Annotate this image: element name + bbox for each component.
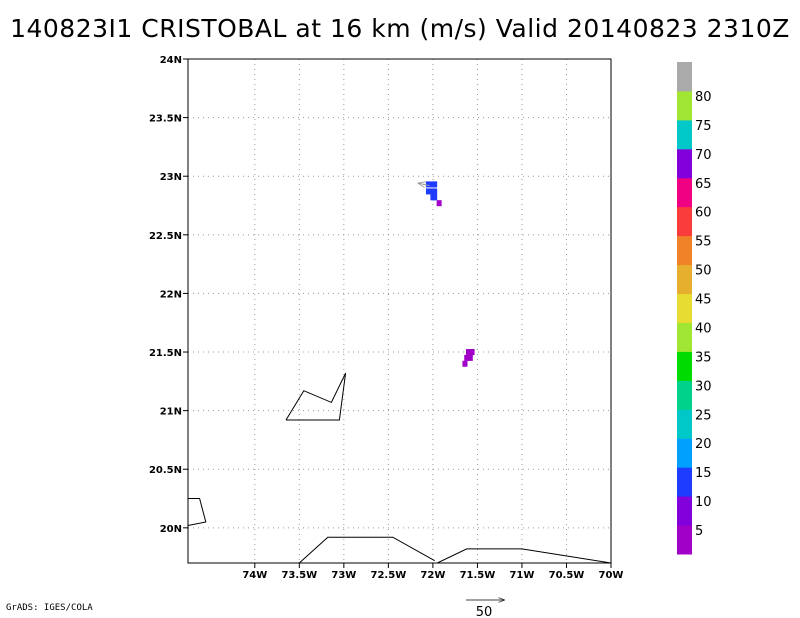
x-tick-label: 71W xyxy=(509,570,534,581)
colorbar-label: 35 xyxy=(695,350,712,365)
y-tick-label: 20.5N xyxy=(149,465,182,476)
colorbar-segment xyxy=(677,467,692,497)
x-tick-label: 70W xyxy=(599,570,624,581)
wind-cell xyxy=(425,181,431,188)
coastline xyxy=(188,498,207,526)
colorbar-segment xyxy=(677,438,692,468)
colorbar-segment xyxy=(677,409,692,439)
y-tick-label: 24N xyxy=(160,55,182,66)
x-tick-label: 72.5W xyxy=(371,570,407,581)
wind-speed-cells xyxy=(425,181,475,367)
wind-cell xyxy=(432,181,438,188)
colorbar-segment xyxy=(677,235,692,266)
colorbar-label: 55 xyxy=(695,235,712,250)
colorbar-label: 10 xyxy=(695,495,712,510)
y-tick-label: 21.5N xyxy=(149,348,182,359)
coastline xyxy=(437,548,611,563)
x-tick-label: 71.5W xyxy=(460,570,496,581)
colorbar: 5 10 15 20 25 30 35 40 45 50 55 60 65 70 75 80 xyxy=(677,62,712,555)
map-frame xyxy=(187,58,612,564)
grads-credit: GrADS: IGES/COLA xyxy=(6,603,93,613)
wind-cell xyxy=(432,194,438,201)
colorbar-label: 15 xyxy=(695,466,712,481)
coastlines xyxy=(188,372,611,563)
longitude-ticks: 74W 73.5W 73W 72.5W 72W 71.5W 71W 70.5W 70W xyxy=(242,563,623,581)
coastline xyxy=(285,372,347,421)
wind-cell xyxy=(462,360,468,367)
x-tick-label: 70.5W xyxy=(549,570,585,581)
colorbar-segment xyxy=(677,525,692,555)
colorbar-segment xyxy=(677,496,692,526)
y-tick-label: 21N xyxy=(160,407,182,418)
y-tick-label: 22.5N xyxy=(149,231,182,242)
colorbar-segment xyxy=(677,90,692,121)
colorbar-label: 75 xyxy=(695,119,712,134)
colorbar-label: 65 xyxy=(695,177,712,192)
wind-cell xyxy=(436,200,442,207)
colorbar-label: 70 xyxy=(695,148,712,163)
coastline xyxy=(298,536,435,563)
grid-lines xyxy=(188,58,612,563)
wind-vectors xyxy=(419,183,430,185)
colorbar-segment xyxy=(677,148,692,179)
colorbar-segment xyxy=(677,380,692,410)
colorbar-segment xyxy=(677,322,692,352)
scale-vector-label: 50 xyxy=(476,605,493,618)
x-tick-label: 74W xyxy=(242,570,267,581)
colorbar-label: 50 xyxy=(695,264,712,279)
colorbar-label: 40 xyxy=(695,321,712,336)
colorbar-segment xyxy=(677,206,692,237)
x-tick-label: 72W xyxy=(420,570,445,581)
colorbar-segment xyxy=(677,351,692,381)
y-tick-label: 22N xyxy=(160,289,182,300)
wind-cell xyxy=(464,354,470,361)
wind-cell xyxy=(469,349,475,356)
map-title: 140823I1 CRISTOBAL at 16 km (m/s) Valid … xyxy=(10,14,790,43)
latitude-ticks: 24N 23.5N 23N 22.5N 22N 21.5N 21N 20.5N 20N xyxy=(149,55,188,535)
colorbar-label: 30 xyxy=(695,379,712,394)
colorbar-segment xyxy=(677,264,692,295)
colorbar-label: 45 xyxy=(695,293,712,308)
wind-cell xyxy=(467,354,473,361)
colorbar-segment xyxy=(677,62,692,92)
wind-cell xyxy=(425,188,431,195)
wind-cell xyxy=(466,349,472,356)
colorbar-label: 5 xyxy=(695,524,703,539)
scale-vector: 50 xyxy=(466,600,504,618)
wind-vector xyxy=(419,183,430,185)
wind-cell xyxy=(432,188,438,195)
colorbar-label: 80 xyxy=(695,90,712,105)
y-tick-label: 23N xyxy=(160,172,182,183)
y-tick-label: 20N xyxy=(160,524,182,535)
colorbar-label: 60 xyxy=(695,206,712,221)
x-tick-label: 73W xyxy=(331,570,356,581)
colorbar-label: 25 xyxy=(695,408,712,423)
colorbar-segment xyxy=(677,119,692,150)
colorbar-segment xyxy=(677,293,692,323)
y-tick-label: 23.5N xyxy=(149,114,182,125)
colorbar-segment xyxy=(677,177,692,208)
colorbar-label: 20 xyxy=(695,437,712,452)
x-tick-label: 73.5W xyxy=(281,570,317,581)
